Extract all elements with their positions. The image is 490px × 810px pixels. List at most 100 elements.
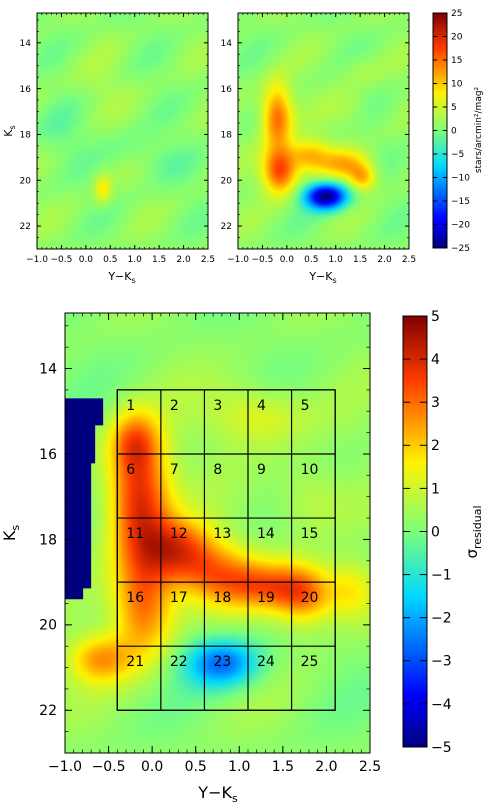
x-tick-label: 0.0 — [280, 255, 295, 265]
frame-bottom — [64, 312, 371, 754]
grid-cell-label: 3 — [213, 398, 222, 414]
x-tick-label: 1.5 — [353, 255, 367, 265]
grid-cell-label: 20 — [301, 590, 319, 606]
y-tick-label: 14 — [221, 39, 233, 49]
colorbar-tick-label: −5 — [451, 150, 464, 160]
masked-region — [65, 398, 104, 600]
colorbar-top-label: stars/arcmin²/mag² — [474, 86, 484, 173]
frame-top-left — [36, 12, 209, 250]
grid-cell-label: 23 — [213, 654, 231, 670]
grid-cell-label: 18 — [213, 590, 231, 606]
x-tick-label: 1.0 — [228, 759, 250, 775]
x-tick-label: 0.5 — [103, 255, 117, 265]
x-tick-label: 2.5 — [359, 759, 381, 775]
colorbar-tick-label: −2 — [431, 611, 452, 627]
x-tick-label: −1.0 — [26, 255, 48, 265]
y-tick-label: 16 — [39, 447, 57, 463]
frame-top-right — [237, 12, 410, 250]
y-tick-label: 22 — [221, 222, 232, 232]
colorbar-bottom-label: σresidual — [463, 505, 484, 558]
x-tick-label: 0.0 — [79, 255, 94, 265]
x-tick-label: −0.5 — [50, 255, 72, 265]
x-tick-label: 2.0 — [377, 255, 392, 265]
grid-cell-label: 21 — [126, 654, 144, 670]
x-tick-label: 2.0 — [315, 759, 337, 775]
x-tick-label: 2.5 — [201, 255, 215, 265]
x-tick-label: 0.5 — [304, 255, 318, 265]
heatmap-bottom — [65, 313, 370, 753]
y-tick-label: 18 — [221, 131, 233, 141]
y-tick-label: 16 — [221, 85, 233, 95]
grid-cell-label: 13 — [213, 526, 231, 542]
ylabel-top-left: Ks — [2, 125, 17, 136]
colorbar-tick-label: −1 — [431, 568, 452, 584]
y-tick-label: 14 — [39, 361, 57, 377]
xlabel-top-right: Y−Ks — [308, 270, 336, 285]
colorbar-tick-label: −25 — [451, 244, 470, 254]
heatmap-top-left — [37, 13, 208, 249]
grid-cell-label: 16 — [126, 590, 144, 606]
grid-cell-label: 8 — [213, 462, 222, 478]
grid-cell-label: 2 — [170, 398, 179, 414]
x-tick-label: −1.0 — [48, 759, 82, 775]
colorbar-tick-label: 5 — [451, 103, 457, 113]
colorbar-tick-label: −5 — [431, 740, 452, 756]
grid-cell-label: 15 — [301, 526, 319, 542]
grid-cell-label: 10 — [301, 462, 319, 478]
colorbar-tick-label: 20 — [451, 33, 463, 43]
colorbar-tick-label: 2 — [431, 438, 440, 454]
grid-cell-label: 25 — [301, 654, 319, 670]
grid-cell-label: 19 — [257, 590, 275, 606]
y-tick-label: 14 — [20, 39, 32, 49]
y-tick-label: 18 — [20, 131, 32, 141]
grid-cell-label: 5 — [301, 398, 310, 414]
heatmap-top-right — [238, 13, 409, 249]
grid-cell-label: 11 — [126, 526, 144, 542]
x-tick-label: −0.5 — [92, 759, 126, 775]
panel-top-left: −1.0 −0.5 0.0 0.5 1.0 1.5 2.0 2.5 14 16 18 20 22 Y−K… — [2, 12, 215, 285]
y-tick-label: 20 — [20, 176, 32, 186]
colorbar-tick-label: 0 — [431, 524, 440, 540]
colorbar-tick-label: 4 — [431, 352, 440, 368]
x-tick-label: 1.5 — [272, 759, 294, 775]
y-tick-label: 22 — [39, 703, 57, 719]
xlabel-top-left: Y−Ks — [107, 270, 135, 285]
y-tick-label: 20 — [221, 176, 233, 186]
ylabel-bottom: Ks — [0, 525, 22, 542]
colorbar-bottom: 5 4 3 2 1 0 −1 −2 −3 −4 −5 σresidual — [402, 309, 484, 756]
grid-cell-label: 1 — [126, 398, 135, 414]
x-tick-label: 1.0 — [128, 255, 143, 265]
x-tick-label: 1.5 — [152, 255, 166, 265]
colorbar-tick-label: 10 — [451, 80, 463, 90]
grid-cell-label: 7 — [170, 462, 179, 478]
colorbar-tick-label: −15 — [451, 197, 470, 207]
colorbar-tick-label: 1 — [431, 481, 440, 497]
x-tick-label: 2.5 — [402, 255, 416, 265]
grid-cell-label: 9 — [257, 462, 266, 478]
colorbar-tick-label: 5 — [431, 309, 440, 325]
grid-cell-label: 24 — [257, 654, 275, 670]
x-tick-label: 1.0 — [329, 255, 344, 265]
y-tick-label: 18 — [39, 532, 57, 548]
colorbar-top: 25 20 15 10 5 0 −5 −10 −15 −20 −25 stars/arcmin²/m… — [432, 9, 484, 254]
grid-cell-label: 17 — [170, 590, 188, 606]
colorbar-tick-label: −3 — [431, 654, 452, 670]
colorbar-tick-label: −10 — [451, 174, 470, 184]
colorbar-tick-label: −20 — [451, 221, 470, 231]
x-tick-label: −1.0 — [227, 255, 249, 265]
grid-cell-label: 22 — [170, 654, 188, 670]
xlabel-bottom: Y−Ks — [197, 783, 238, 805]
x-tick-label: −0.5 — [251, 255, 273, 265]
x-tick-label: 0.0 — [141, 759, 163, 775]
colorbar-tick-label: 0 — [451, 127, 457, 137]
panel-top-right: −1.0 −0.5 0.0 0.5 1.0 1.5 2.0 2.5 14 16 18 20 22 Y−K… — [221, 12, 416, 285]
colorbar-tick-label: 25 — [451, 9, 462, 19]
colorbar-tick-label: 3 — [431, 395, 440, 411]
y-tick-label: 20 — [39, 618, 57, 634]
x-tick-label: 0.5 — [185, 759, 207, 775]
grid-cell-label: 6 — [126, 462, 135, 478]
colorbar-tick-label: −4 — [431, 697, 452, 713]
colorbar-tick-label: 15 — [451, 56, 462, 66]
